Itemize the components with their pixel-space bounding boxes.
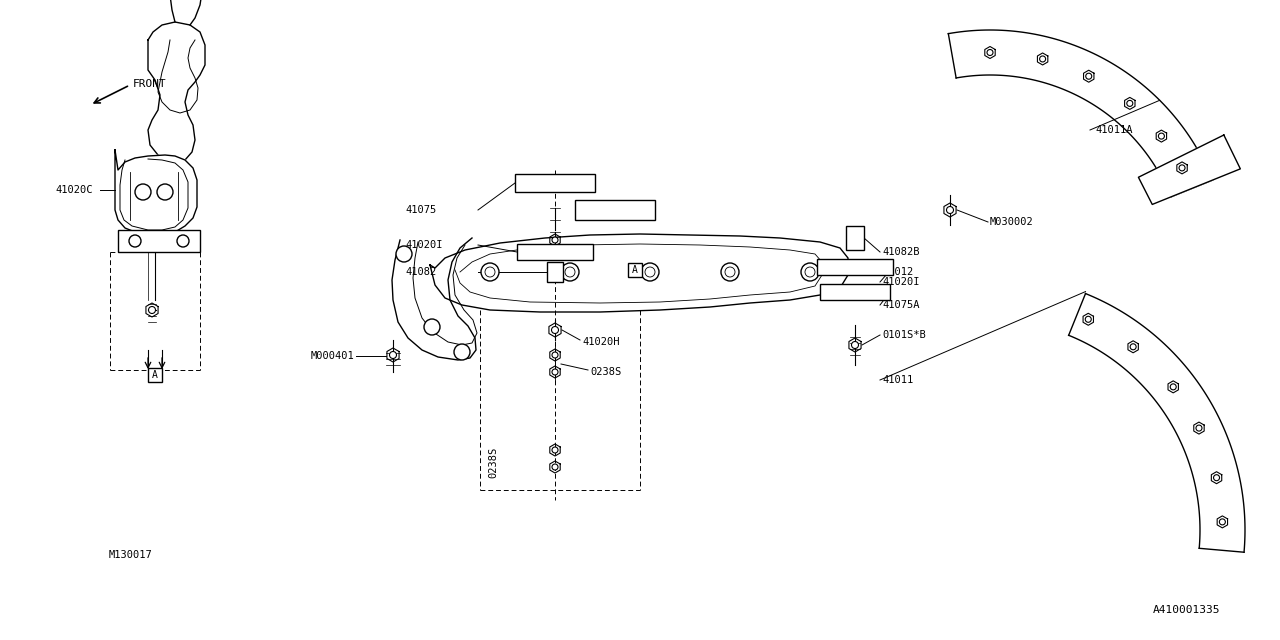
Circle shape	[396, 246, 412, 262]
Text: 41020K: 41020K	[618, 205, 655, 215]
Circle shape	[552, 326, 558, 333]
Text: 41075A: 41075A	[882, 300, 919, 310]
Circle shape	[851, 342, 859, 349]
Text: A: A	[152, 370, 157, 380]
Circle shape	[454, 344, 470, 360]
Circle shape	[148, 307, 155, 314]
Circle shape	[870, 262, 881, 272]
Circle shape	[1126, 100, 1133, 106]
Text: 0101S*B: 0101S*B	[882, 330, 925, 340]
Circle shape	[177, 235, 189, 247]
Text: 41082B: 41082B	[882, 247, 919, 257]
Circle shape	[389, 351, 397, 358]
Polygon shape	[430, 234, 849, 312]
Text: A410001335: A410001335	[1152, 605, 1220, 615]
Circle shape	[572, 178, 582, 188]
Circle shape	[801, 263, 819, 281]
Circle shape	[1158, 133, 1165, 139]
Bar	[820, 284, 890, 300]
Bar	[118, 230, 200, 252]
Bar	[817, 259, 893, 275]
Text: M030002: M030002	[989, 217, 1034, 227]
Circle shape	[805, 267, 815, 277]
Circle shape	[721, 263, 739, 281]
Circle shape	[529, 178, 538, 188]
Circle shape	[645, 267, 655, 277]
Bar	[575, 200, 655, 220]
Text: FRONT: FRONT	[133, 79, 166, 89]
Circle shape	[1085, 316, 1092, 323]
Circle shape	[1220, 519, 1225, 525]
Polygon shape	[115, 150, 197, 234]
Circle shape	[1039, 56, 1046, 62]
Bar	[148, 368, 163, 382]
Polygon shape	[1138, 135, 1240, 204]
Bar	[517, 244, 593, 260]
Text: M130017: M130017	[108, 550, 152, 560]
Text: 41082: 41082	[404, 267, 436, 277]
Text: 41020I: 41020I	[404, 240, 443, 250]
Circle shape	[634, 204, 646, 216]
Polygon shape	[1069, 294, 1245, 552]
Circle shape	[832, 287, 842, 297]
Circle shape	[561, 263, 579, 281]
Circle shape	[987, 49, 993, 56]
Circle shape	[552, 237, 558, 243]
Circle shape	[129, 235, 141, 247]
Circle shape	[530, 247, 540, 257]
Text: 41075: 41075	[404, 205, 436, 215]
Bar	[628, 263, 643, 277]
Text: 41012: 41012	[882, 267, 913, 277]
Bar	[547, 262, 563, 282]
Circle shape	[868, 287, 878, 297]
Circle shape	[564, 267, 575, 277]
Circle shape	[485, 267, 495, 277]
Circle shape	[724, 267, 735, 277]
Circle shape	[946, 207, 954, 214]
Text: 41011: 41011	[882, 375, 913, 385]
Text: 41020I: 41020I	[882, 277, 919, 287]
Circle shape	[1085, 73, 1092, 79]
Bar	[846, 226, 864, 250]
Bar	[515, 174, 595, 192]
Circle shape	[641, 263, 659, 281]
Circle shape	[552, 369, 558, 375]
Circle shape	[552, 464, 558, 470]
Circle shape	[584, 204, 596, 216]
Circle shape	[424, 319, 440, 335]
Circle shape	[552, 447, 558, 453]
Circle shape	[552, 352, 558, 358]
Circle shape	[134, 184, 151, 200]
Circle shape	[481, 263, 499, 281]
Circle shape	[570, 247, 580, 257]
Circle shape	[1196, 425, 1202, 431]
Circle shape	[1170, 384, 1176, 390]
Circle shape	[1179, 165, 1185, 171]
Text: 0238S: 0238S	[590, 367, 621, 377]
Circle shape	[157, 184, 173, 200]
Polygon shape	[392, 238, 477, 360]
Circle shape	[1130, 344, 1137, 350]
Circle shape	[1213, 475, 1220, 481]
Circle shape	[829, 262, 840, 272]
Text: 41020H: 41020H	[582, 337, 620, 347]
Text: M000401: M000401	[310, 351, 355, 361]
Text: 41020C: 41020C	[55, 185, 92, 195]
Text: 41011A: 41011A	[1094, 125, 1133, 135]
Circle shape	[609, 204, 621, 216]
Text: 0238S: 0238S	[488, 446, 498, 477]
Polygon shape	[948, 30, 1212, 197]
Text: A: A	[632, 265, 637, 275]
